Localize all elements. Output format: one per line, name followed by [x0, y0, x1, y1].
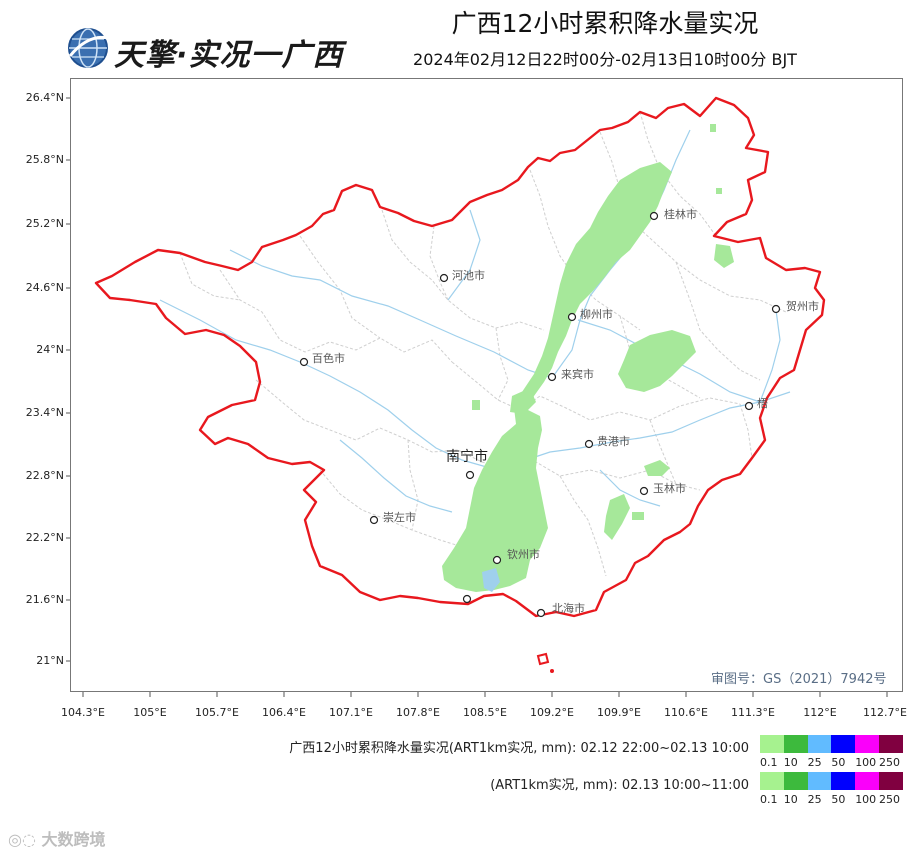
time-range-subtitle: 2024年02月12日22时00分-02月13日10时00分 BJT — [413, 50, 797, 69]
lon-label-109-2: 109.2°E — [530, 706, 574, 719]
legend-tick: 0.1 — [760, 756, 778, 769]
city-label-nanning: 南宁市 — [446, 449, 488, 465]
legend-swatch-25 — [807, 772, 832, 790]
county-boundaries — [179, 111, 787, 577]
lat-label-24: 24°N — [36, 343, 64, 356]
weizhou-island — [536, 652, 550, 666]
lon-label-105-7: 105.7°E — [195, 706, 239, 719]
city-label-baise: 百色市 — [312, 352, 345, 365]
city-label-guilin: 桂林市 — [664, 208, 697, 221]
watermark-text: 大数跨境 — [41, 830, 106, 849]
city-label-chongzuo: 崇左市 — [383, 511, 416, 524]
lat-label-21-6: 21.6°N — [25, 593, 64, 606]
city-label-liuzhou: 柳州市 — [580, 308, 613, 321]
city-label-guigang: 贵港市 — [597, 435, 630, 448]
legend-swatch-0-1 — [760, 735, 784, 753]
legend-swatch-10 — [783, 735, 808, 753]
guangxi-border — [94, 96, 826, 618]
legend-12h-label: 广西12小时累积降水量实况(ART1km实况, mm): 02.12 22:00… — [289, 741, 749, 756]
legend-tick: 100 — [855, 756, 877, 769]
legend-tick: 10 — [783, 793, 798, 806]
legend-swatch-100 — [855, 772, 879, 790]
lon-label-112: 112°E — [803, 706, 837, 719]
legend-swatch-10 — [783, 772, 808, 790]
lon-label-111-3: 111.3°E — [731, 706, 775, 719]
city-label-hezhou: 贺州市 — [786, 300, 819, 313]
lat-label-22-8: 22.8°N — [25, 469, 64, 482]
city-label-hechi: 河池市 — [452, 269, 485, 282]
legend-12h-ticks: 0.1 10 25 50 100 250 — [760, 756, 903, 769]
legend-swatch-25 — [807, 735, 832, 753]
legend-12h: 广西12小时累积降水量实况(ART1km实况, mm): 02.12 22:00… — [0, 735, 923, 756]
lon-label-106-4: 106.4°E — [262, 706, 306, 719]
lon-label-109-9: 109.9°E — [597, 706, 641, 719]
watermark-logo-icon: ◎◌ — [8, 830, 42, 849]
lon-label-108-5: 108.5°E — [463, 706, 507, 719]
legend-swatch-100 — [855, 735, 879, 753]
tianqing-logo: 天擎·实况一广西 — [66, 26, 366, 74]
legend-tick: 10 — [783, 756, 798, 769]
logo-text: 天擎·实况一广西 — [114, 38, 344, 73]
lat-label-22-2: 22.2°N — [25, 531, 64, 544]
lon-label-112-7: 112.7°E — [863, 706, 907, 719]
legend-tick: 100 — [855, 793, 877, 806]
lon-label-110-6: 110.6°E — [664, 706, 708, 719]
legend-swatch-0-1 — [760, 772, 784, 790]
lon-label-107-8: 107.8°E — [396, 706, 440, 719]
globe-icon — [68, 28, 109, 68]
precipitation-areas — [442, 124, 734, 592]
city-label-wuzhou: 梧 — [757, 397, 768, 410]
qinzhou-bay — [482, 568, 500, 592]
legend-tick: 250 — [878, 793, 900, 806]
lat-label-23-4: 23.4°N — [25, 406, 64, 419]
lat-label-24-6: 24.6°N — [25, 281, 64, 294]
axis-ticks — [66, 97, 888, 697]
legend-tick: 250 — [878, 756, 900, 769]
lon-label-107-1: 107.1°E — [329, 706, 373, 719]
legend-swatch-250 — [878, 735, 903, 753]
city-label-qinzhou: 钦州市 — [507, 548, 540, 561]
city-label-beihai: 北海市 — [552, 602, 585, 615]
legend-tick: 25 — [807, 756, 822, 769]
legend-1h-ticks: 0.1 10 25 50 100 250 — [760, 793, 903, 806]
lat-label-26-4: 26.4°N — [25, 91, 64, 104]
city-markers — [299, 211, 781, 618]
lat-label-25-8: 25.8°N — [25, 153, 64, 166]
lon-label-105: 105°E — [133, 706, 167, 719]
xieyang-island — [550, 669, 554, 673]
legend-1h-label: (ART1km实况, mm): 02.13 10:00~11:00 — [490, 778, 749, 793]
city-label-yulin: 玉林市 — [653, 482, 686, 495]
watermark: ◎◌ 大数跨境 — [8, 826, 106, 850]
legend-tick: 25 — [807, 793, 822, 806]
legend-12h-swatches — [760, 735, 903, 753]
legend-swatch-250 — [878, 772, 903, 790]
lat-label-25-2: 25.2°N — [25, 217, 64, 230]
legend-1h: (ART1km实况, mm): 02.13 10:00~11:00 — [0, 772, 923, 793]
legend-tick: 50 — [831, 793, 846, 806]
legend-tick: 0.1 — [760, 793, 778, 806]
page-title: 广西12小时累积降水量实况 — [451, 9, 759, 38]
legend-tick: 50 — [831, 756, 846, 769]
legend-swatch-50 — [831, 772, 856, 790]
legend-1h-swatches — [760, 772, 903, 790]
map-approval-number: 审图号：GS（2021）7942号 — [711, 672, 887, 687]
lat-label-21: 21°N — [36, 654, 64, 667]
lon-label-104-3: 104.3°E — [61, 706, 105, 719]
legend-swatch-50 — [831, 735, 856, 753]
city-label-laibin: 来宾市 — [561, 368, 594, 381]
